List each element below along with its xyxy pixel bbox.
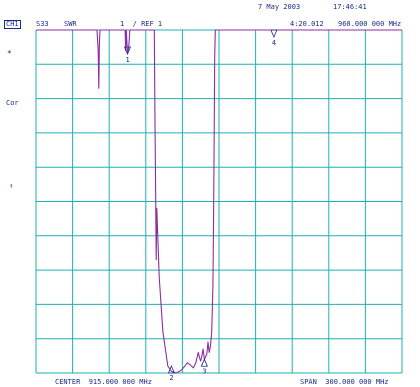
marker-1: 1	[123, 46, 132, 64]
span-label: SPAN 300.000 000 MHz	[300, 378, 389, 386]
star-indicator: *	[7, 49, 12, 58]
center-freq-label: CENTER 915.000 000 MHz	[55, 378, 152, 386]
scale-label: 1 / REF 1	[120, 20, 163, 28]
marker-arrow-icon	[167, 364, 176, 374]
date-label: 7 May 2003	[258, 3, 301, 11]
parameter-label: S33	[36, 20, 49, 28]
marker-arrow-icon	[123, 46, 132, 56]
marker-label: 3	[202, 367, 206, 375]
marker-arrow-icon	[270, 29, 278, 39]
marker-label: 1	[126, 56, 130, 64]
marker-arrow-icon	[200, 358, 208, 367]
marker-3: 3	[200, 358, 208, 375]
marker-2: 2	[167, 364, 176, 382]
ref-arrow-icon: ↑	[9, 182, 14, 190]
cor-indicator: Cor	[6, 99, 19, 107]
marker-freq-label: 960.000 000 MHz	[338, 20, 402, 28]
format-label: SWR	[64, 20, 77, 28]
trace-line	[36, 29, 402, 374]
marker-label: 4	[272, 39, 276, 47]
marker-label: 2	[169, 374, 173, 382]
marker-value-label: 4:20.012	[290, 20, 324, 28]
marker-4: 4	[270, 29, 278, 47]
channel-badge: CH1	[4, 20, 21, 29]
time-label: 17:46:41	[333, 3, 367, 11]
